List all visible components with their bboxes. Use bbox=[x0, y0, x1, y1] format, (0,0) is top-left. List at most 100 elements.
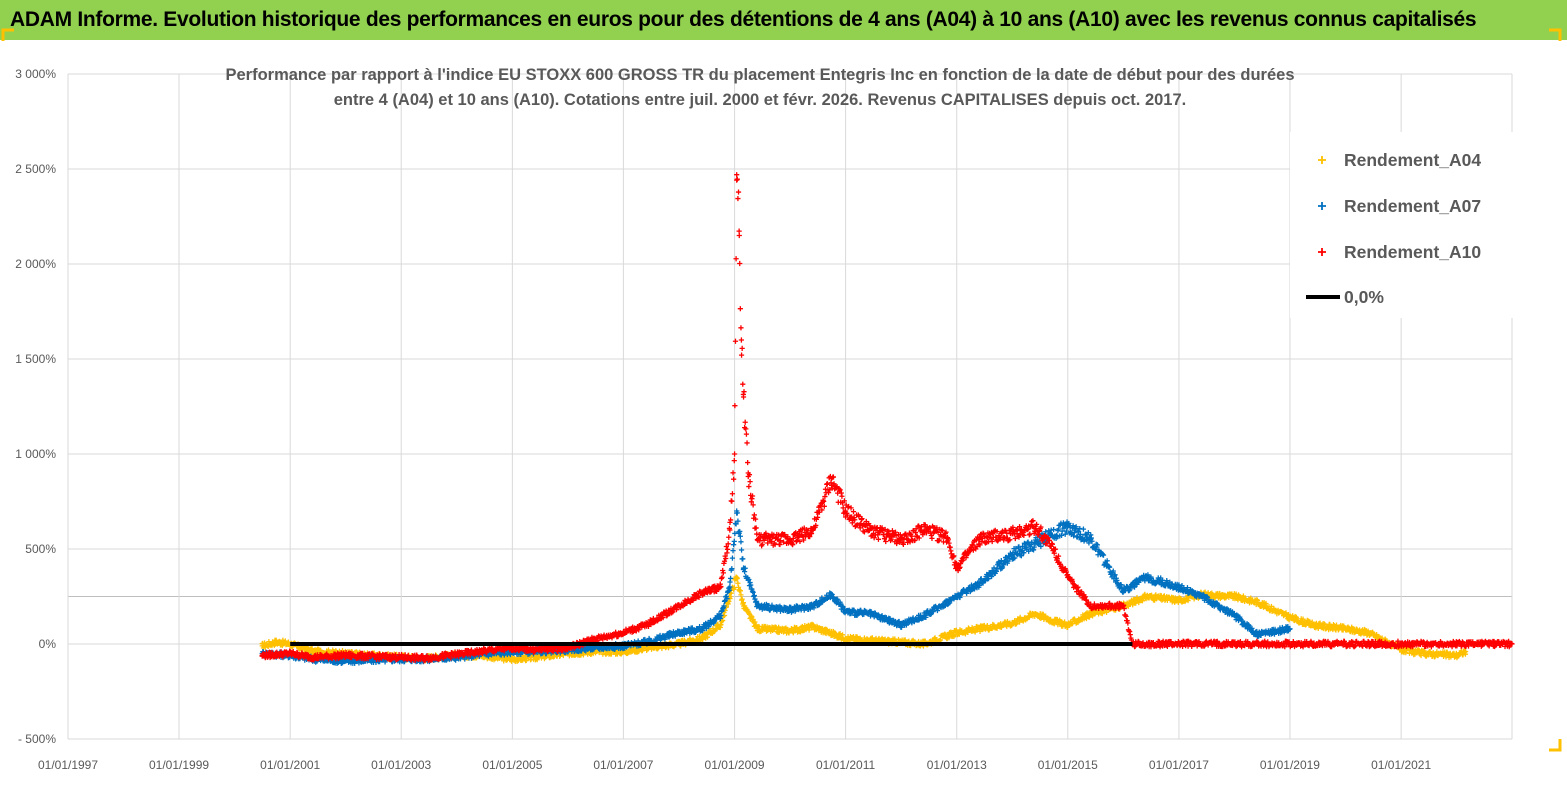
x-tick-label: 01/01/2011 bbox=[816, 758, 875, 772]
data-point bbox=[738, 592, 744, 598]
data-point bbox=[1310, 622, 1316, 628]
data-point bbox=[732, 338, 739, 344]
chart-gridlines bbox=[67, 73, 1513, 740]
x-tick-label: 01/01/2005 bbox=[482, 758, 542, 772]
data-point bbox=[744, 440, 750, 446]
data-point bbox=[739, 345, 745, 352]
data-point bbox=[734, 176, 740, 182]
data-point bbox=[738, 352, 745, 358]
data-point bbox=[741, 389, 747, 395]
series-rendement-a04 bbox=[259, 574, 1469, 665]
x-tick-label: 01/01/2001 bbox=[260, 758, 320, 772]
data-point bbox=[745, 459, 751, 466]
data-point bbox=[965, 629, 971, 636]
x-tick-label: 01/01/1999 bbox=[149, 758, 209, 772]
data-point bbox=[754, 626, 761, 632]
x-tick-label: 01/01/2021 bbox=[1371, 758, 1431, 772]
chart-series bbox=[259, 172, 1515, 667]
data-point bbox=[787, 628, 793, 634]
x-axis-tick-labels: 01/01/1997 01/01/1999 01/01/2001 01/01/2003… bbox=[38, 758, 1432, 772]
data-point bbox=[739, 596, 745, 602]
data-point bbox=[1051, 618, 1057, 624]
data-point bbox=[259, 643, 265, 649]
data-point bbox=[1287, 614, 1293, 620]
y-tick-label: - 500% bbox=[18, 732, 56, 746]
data-point bbox=[810, 624, 816, 630]
data-point bbox=[1088, 611, 1094, 617]
report-title: ADAM Informe. Evolution historique des p… bbox=[10, 8, 1477, 31]
data-point bbox=[1065, 622, 1071, 628]
data-point bbox=[1080, 526, 1087, 532]
data-point bbox=[743, 431, 750, 437]
data-point bbox=[1463, 649, 1469, 655]
x-tick-label: 01/01/2019 bbox=[1260, 758, 1320, 772]
data-point bbox=[1421, 650, 1427, 657]
data-point bbox=[1315, 625, 1321, 632]
data-point bbox=[738, 325, 744, 331]
y-tick-label: 3 000% bbox=[15, 67, 56, 81]
data-point bbox=[842, 635, 849, 641]
data-point bbox=[738, 547, 745, 553]
data-point bbox=[740, 556, 746, 562]
data-point bbox=[310, 649, 316, 655]
data-point bbox=[1454, 652, 1460, 658]
x-tick-label: 01/01/2013 bbox=[927, 758, 987, 772]
x-tick-label: 01/01/2007 bbox=[593, 758, 653, 772]
data-point bbox=[737, 306, 743, 312]
y-axis-tick-labels: - 500% 0% 500% 1 000% 1 500% 2 000% 2 500% 3 00… bbox=[15, 67, 56, 746]
x-tick-label: 01/01/2009 bbox=[705, 758, 765, 772]
data-point bbox=[735, 195, 741, 202]
data-point bbox=[1254, 599, 1261, 605]
data-point bbox=[740, 381, 746, 387]
data-point bbox=[865, 637, 872, 643]
data-point bbox=[1032, 611, 1038, 617]
data-point bbox=[1143, 593, 1149, 600]
y-tick-label: 2 500% bbox=[15, 162, 56, 176]
report-header: ADAM Informe. Evolution historique des p… bbox=[0, 0, 1567, 40]
y-tick-label: 1 500% bbox=[15, 352, 56, 366]
data-point bbox=[273, 639, 279, 645]
data-point bbox=[740, 603, 747, 609]
data-point bbox=[532, 654, 538, 660]
data-point bbox=[731, 476, 737, 482]
data-point bbox=[1342, 626, 1349, 632]
data-point bbox=[1365, 630, 1372, 636]
x-tick-label: 01/01/2015 bbox=[1038, 758, 1098, 772]
data-point bbox=[929, 535, 935, 541]
x-tick-label: 01/01/2017 bbox=[1149, 758, 1209, 772]
data-point bbox=[954, 630, 960, 636]
data-point bbox=[732, 403, 738, 409]
y-tick-label: 2 000% bbox=[15, 257, 56, 271]
data-point bbox=[509, 656, 515, 662]
data-point bbox=[738, 539, 744, 545]
data-point bbox=[728, 590, 734, 596]
data-point bbox=[946, 635, 952, 641]
x-tick-label: 01/01/2003 bbox=[371, 758, 431, 772]
data-point bbox=[1263, 600, 1269, 607]
data-point bbox=[731, 538, 737, 544]
y-tick-label: 1 000% bbox=[15, 447, 56, 461]
data-point bbox=[1176, 597, 1182, 603]
data-point bbox=[742, 419, 748, 425]
data-point bbox=[1139, 598, 1146, 604]
data-point bbox=[735, 189, 742, 195]
data-point bbox=[1231, 593, 1238, 600]
data-point bbox=[731, 458, 737, 464]
data-point bbox=[704, 634, 711, 640]
data-point bbox=[717, 622, 724, 628]
x-tick-label: 01/01/1997 bbox=[38, 758, 98, 772]
data-point bbox=[729, 498, 735, 504]
data-point bbox=[1009, 620, 1015, 626]
data-point bbox=[699, 635, 705, 641]
data-point bbox=[726, 534, 732, 540]
data-point bbox=[747, 479, 753, 485]
data-point bbox=[977, 626, 983, 632]
y-tick-label: 500% bbox=[25, 542, 56, 556]
y-tick-label: 0% bbox=[39, 637, 57, 651]
data-point bbox=[734, 574, 740, 581]
data-point bbox=[746, 483, 752, 490]
data-point bbox=[737, 260, 743, 267]
data-point bbox=[839, 493, 845, 499]
data-point bbox=[861, 635, 868, 641]
